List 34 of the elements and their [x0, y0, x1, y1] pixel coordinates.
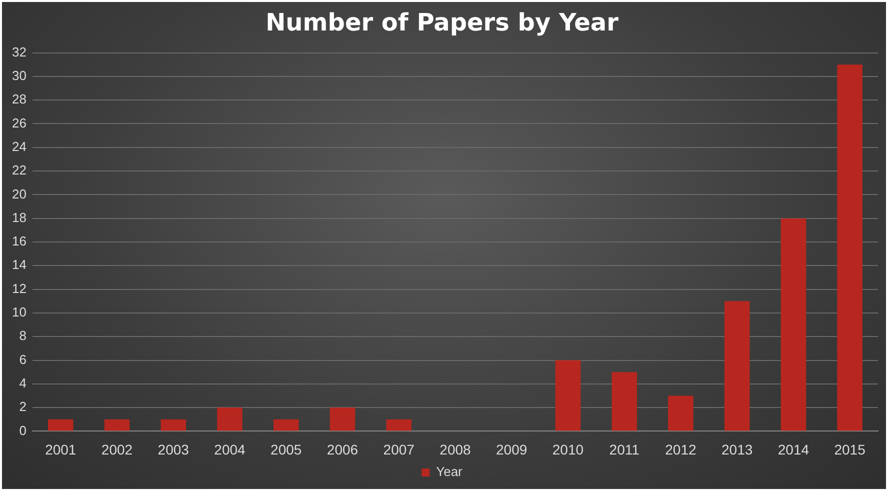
x-tick-label: 2012 [665, 441, 696, 458]
x-tick-label: 2001 [45, 441, 76, 458]
y-tick-label: 4 [19, 375, 26, 390]
chart-title: Number of Papers by Year [266, 8, 619, 37]
y-tick-label: 26 [12, 115, 26, 130]
y-tick-label: 32 [12, 44, 26, 60]
x-tick-label: 2007 [383, 441, 415, 458]
x-tick-label: 2008 [440, 441, 472, 458]
y-tick-label: 30 [12, 68, 26, 84]
y-tick-label: 8 [19, 328, 26, 344]
y-tick-label: 20 [12, 186, 26, 202]
y-tick-label: 22 [12, 162, 26, 178]
y-tick-label: 10 [12, 304, 26, 320]
y-tick-label: 24 [12, 138, 26, 154]
x-tick-label: 2011 [609, 441, 640, 458]
y-tick-label: 2 [19, 399, 26, 414]
y-tick-label: 12 [12, 280, 26, 296]
y-tick-label: 16 [12, 234, 26, 249]
x-tick-label: 2004 [214, 441, 246, 458]
y-tick-label: 0 [19, 422, 26, 438]
x-tick-label: 2005 [270, 441, 302, 458]
legend-label: Year [436, 464, 464, 480]
x-tick-label: 2009 [496, 441, 528, 458]
x-tick-label: 2014 [778, 441, 810, 458]
x-tick-label: 2013 [722, 441, 753, 458]
x-tick-label: 2006 [326, 441, 358, 458]
y-tick-label: 28 [12, 92, 26, 107]
x-tick-label: 2015 [834, 441, 866, 458]
x-tick-label: 2002 [101, 441, 133, 458]
y-tick-label: 14 [12, 257, 26, 272]
y-tick-label: 6 [19, 352, 26, 367]
x-tick-label: 2003 [158, 441, 190, 458]
x-tick-label: 2010 [552, 441, 584, 458]
y-tick-label: 18 [12, 210, 26, 225]
